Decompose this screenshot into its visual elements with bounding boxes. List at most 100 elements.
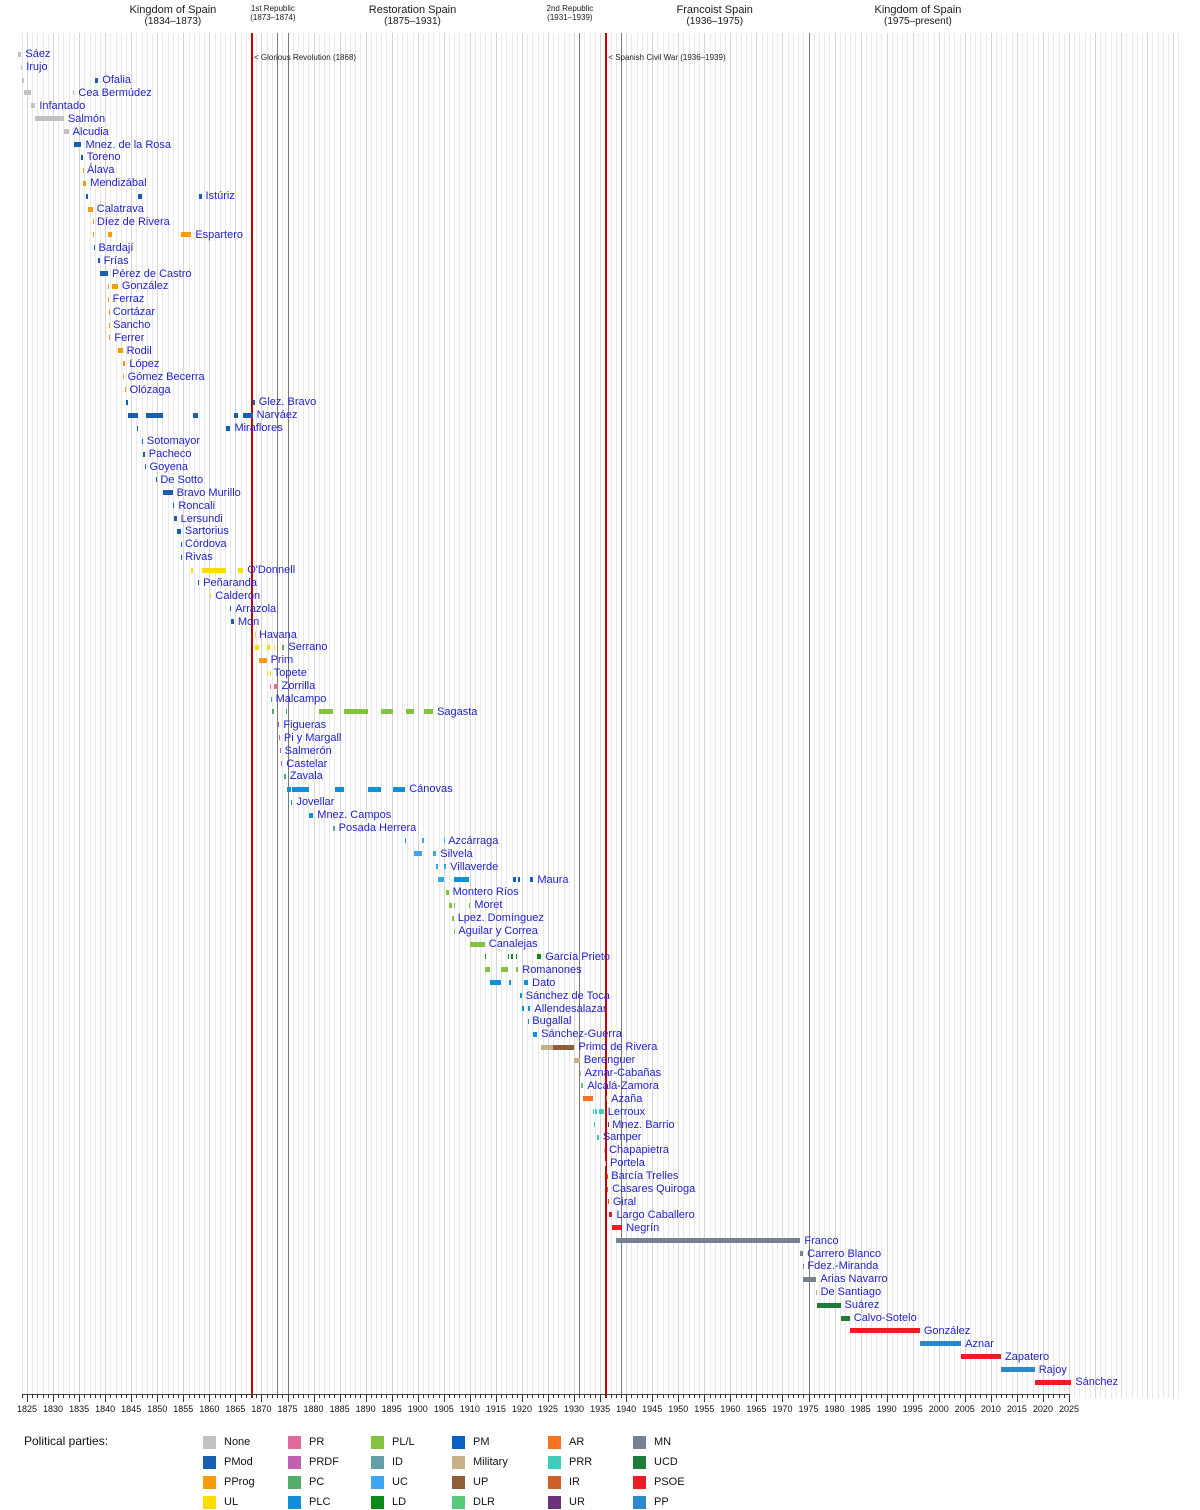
axis-tick-minor (89, 1394, 91, 1398)
pm-term-bar (448, 902, 452, 908)
axis-tick-minor (709, 1394, 711, 1398)
pm-term-bar (98, 258, 100, 264)
pm-label: Cortázar (112, 306, 156, 319)
year-gridline (1006, 33, 1008, 1398)
year-gridline (386, 33, 388, 1398)
pm-term-bar (201, 567, 226, 573)
era-header-line1: Restoration Spain (368, 4, 457, 16)
axis-tick-minor (251, 1394, 253, 1398)
axis-tick-minor (178, 1394, 180, 1398)
axis-tick-minor (917, 1394, 919, 1398)
pm-label: Narváez (256, 409, 298, 422)
axis-tick-label: 1980 (824, 1404, 845, 1414)
era-header-line1: Francoist Spain (676, 4, 753, 16)
pm-term-bar (125, 399, 128, 405)
pm-term-bar (180, 232, 192, 238)
year-gridline (699, 33, 701, 1398)
pm-label: Zavala (289, 770, 323, 783)
axis-tick-minor (355, 1394, 357, 1398)
year-gridline (610, 33, 612, 1398)
axis-tick-minor (303, 1394, 305, 1398)
year-gridline (954, 33, 956, 1398)
year-gridline (391, 33, 393, 1398)
pm-label: Dato (532, 976, 556, 989)
pm-label: Alcalá-Zamora (587, 1079, 659, 1092)
year-gridline (751, 33, 753, 1398)
axis-tick-label: 1945 (642, 1404, 663, 1414)
axis-tick-minor (516, 1394, 518, 1398)
pm-term-bar (144, 464, 146, 470)
year-gridline (792, 33, 794, 1398)
axis-tick-major (912, 1394, 914, 1402)
pm-term-bar (287, 786, 292, 792)
pm-label: Miraflores (234, 422, 283, 435)
year-gridline (740, 33, 742, 1398)
axis-tick-minor (32, 1394, 34, 1398)
year-gridline (688, 33, 690, 1398)
year-gridline (245, 33, 247, 1398)
axis-tick-label: 1950 (668, 1404, 689, 1414)
pm-term-bar (83, 180, 87, 186)
axis-tick-minor (620, 1394, 622, 1398)
pm-term-bar (508, 980, 511, 986)
pm-term-bar (137, 412, 139, 418)
pm-term-bar (122, 374, 124, 380)
pm-term-bar (849, 1328, 920, 1334)
pm-term-bar (292, 786, 310, 792)
pm-term-bar (537, 954, 542, 960)
year-gridline (282, 33, 284, 1398)
pm-label: Arias Navarro (820, 1273, 888, 1286)
axis-tick-minor (245, 1394, 247, 1398)
pm-term-bar (608, 1199, 610, 1205)
pm-term-bar (31, 103, 36, 109)
pm-term-bar (521, 1006, 524, 1012)
pm-term-bar (231, 619, 234, 625)
pm-label: Havana (258, 628, 297, 641)
pm-label: Azaña (611, 1092, 643, 1105)
pm-term-bar (583, 1096, 594, 1102)
year-gridline (1001, 33, 1003, 1398)
pm-term-bar (421, 838, 424, 844)
year-gridline (240, 33, 242, 1398)
year-gridline (521, 33, 523, 1398)
pm-term-bar (500, 967, 508, 973)
era-header-line2: (1873–1874) (250, 13, 296, 22)
year-gridline (683, 33, 685, 1398)
axis-tick-major (834, 1394, 836, 1402)
axis-tick-minor (47, 1394, 49, 1398)
year-gridline (975, 33, 977, 1398)
pm-term-bar (137, 193, 142, 199)
legend-swatch-ucd (633, 1456, 646, 1469)
year-gridline (1105, 33, 1107, 1398)
pm-term-bar (35, 116, 64, 122)
axis-tick-minor (428, 1394, 430, 1398)
pm-term-bar (145, 412, 163, 418)
era-boundary-line (277, 33, 279, 1398)
legend-swatch-pm (452, 1436, 465, 1449)
legend-label: ID (392, 1456, 403, 1468)
pm-term-bar (269, 683, 271, 689)
axis-tick-minor (949, 1394, 951, 1398)
axis-tick-minor (527, 1394, 529, 1398)
axis-tick-label: 1835 (69, 1404, 90, 1414)
pm-term-bar (489, 980, 501, 986)
axis-tick-minor (579, 1394, 581, 1398)
year-gridline (89, 33, 91, 1398)
year-gridline (188, 33, 190, 1398)
axis-tick-minor (1006, 1394, 1008, 1398)
year-gridline (261, 33, 263, 1398)
pm-term-bar (800, 1251, 804, 1257)
pm-term-bar (392, 786, 406, 792)
pm-term-bar (961, 1354, 1002, 1360)
pm-term-bar (99, 271, 108, 276)
pm-label: Suárez (844, 1299, 880, 1312)
legend-label: UR (569, 1496, 585, 1508)
pm-label: González (923, 1324, 971, 1337)
year-gridline (912, 33, 914, 1398)
pm-term-bar (285, 709, 288, 715)
year-gridline (1053, 33, 1055, 1398)
axis-tick-minor (558, 1394, 560, 1398)
axis-tick-minor (745, 1394, 747, 1398)
year-gridline (1063, 33, 1065, 1398)
axis-tick-minor (615, 1394, 617, 1398)
